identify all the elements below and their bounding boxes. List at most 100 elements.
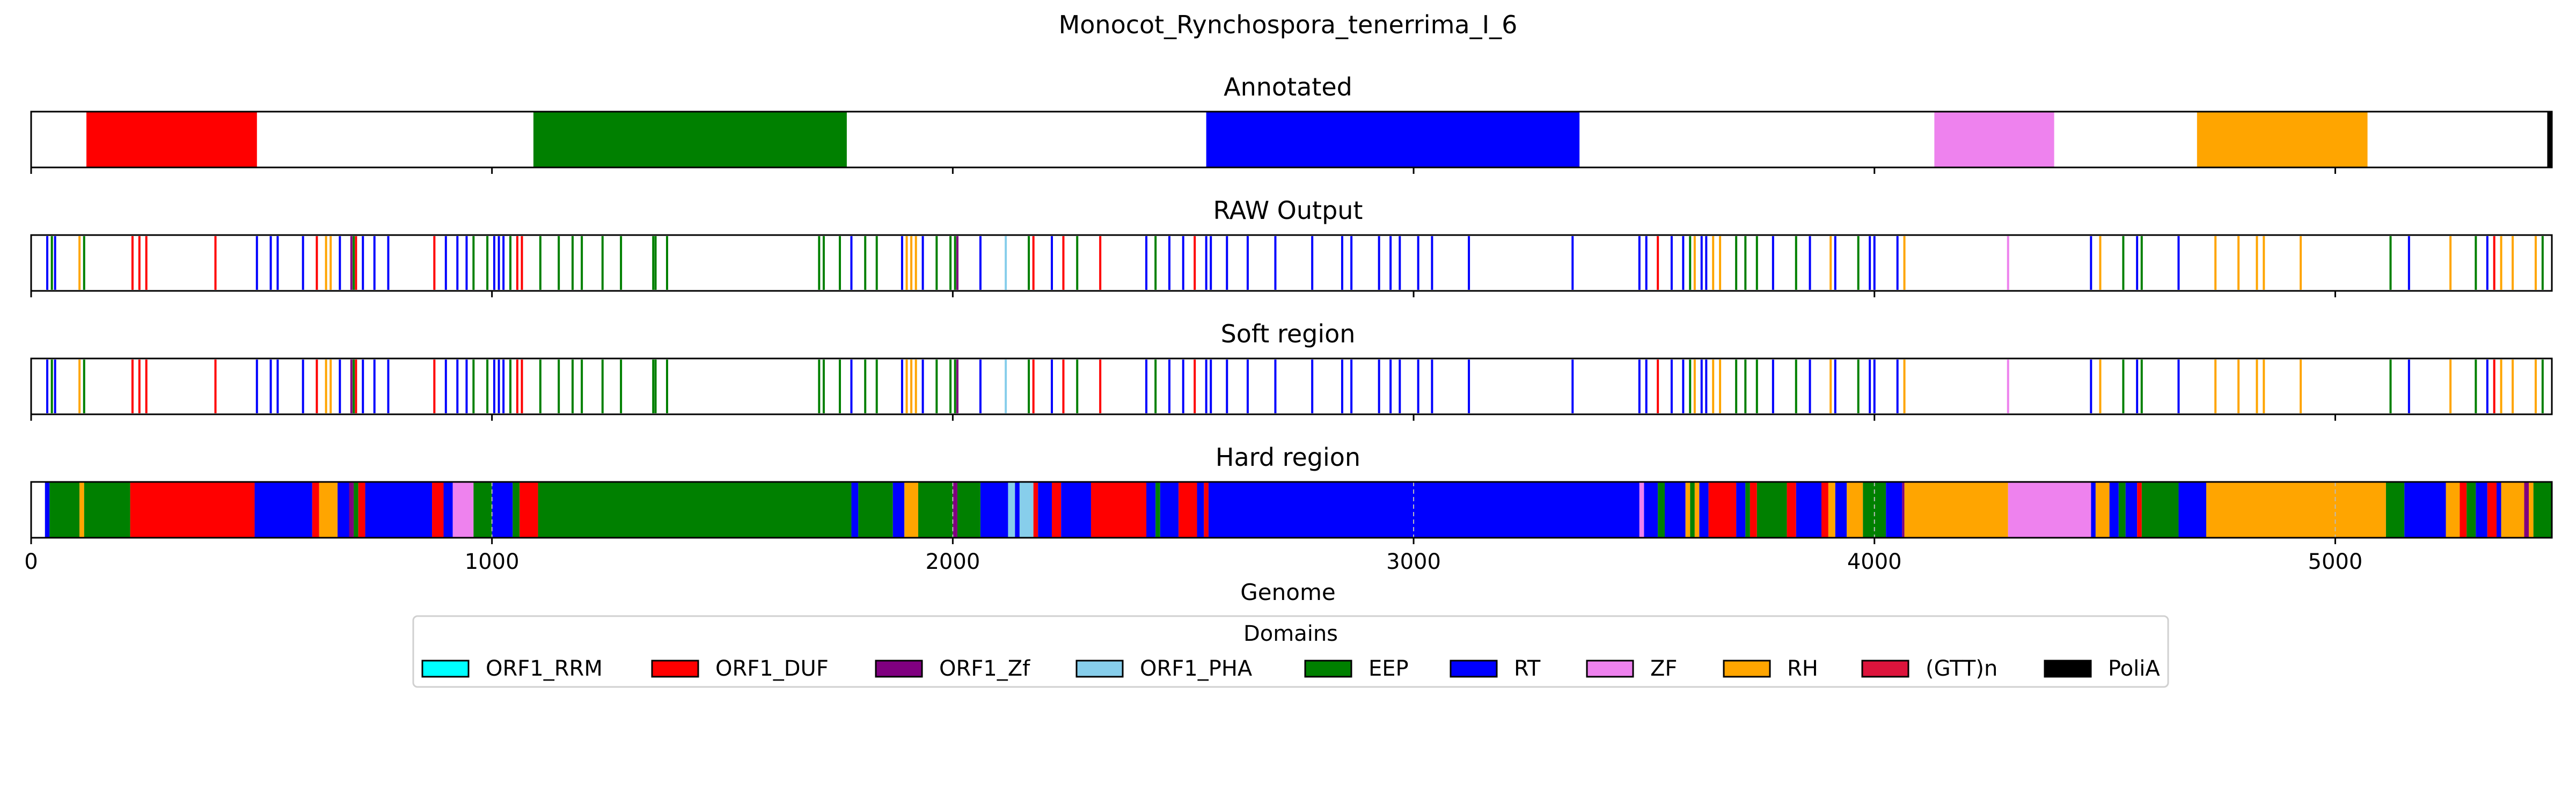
segment-EEP xyxy=(513,482,520,538)
legend-label: (GTT)n xyxy=(1926,656,1997,681)
legend-swatch xyxy=(1586,660,1634,678)
segment-ORF1_Zf xyxy=(953,482,957,538)
segment-ORF1_DUF xyxy=(1821,482,1828,538)
legend-label: ORF1_DUF xyxy=(715,656,829,681)
segment-EEP xyxy=(1690,482,1695,538)
segment-ORF1_DUF xyxy=(1787,482,1796,538)
legend-item-ORF1_Zf: ORF1_Zf xyxy=(875,656,1030,681)
segment-ZF xyxy=(2008,482,2091,538)
segment-RT xyxy=(492,482,513,538)
x-axis: 0 1000 2000 3000 4000 5000 xyxy=(24,550,2362,574)
segment-RT xyxy=(1061,482,1091,538)
legend-item-RT: RT xyxy=(1450,656,1541,681)
segment-RT xyxy=(1038,482,1052,538)
segment-RT xyxy=(1835,482,1847,538)
segment-ORF1_DUF xyxy=(2137,482,2142,538)
panel-title: Soft region xyxy=(1221,319,1356,348)
legend-label: RH xyxy=(1787,656,1818,681)
segment-EEP xyxy=(2385,482,2405,538)
legend-item-PoliA: PoliA xyxy=(2044,656,2160,681)
segment-EEP xyxy=(1745,482,1750,538)
legend: Domains ORF1_RRM ORF1_DUF ORF1_Zf ORF1_PHA EE… xyxy=(412,615,2169,688)
segment-EEP xyxy=(2118,482,2126,538)
segment-RT xyxy=(254,482,312,538)
segment-ORF1_DUF xyxy=(130,482,255,538)
legend-label: ORF1_PHA xyxy=(1140,656,1253,681)
segment-EEP xyxy=(957,482,980,538)
legend-swatch xyxy=(1861,660,1909,678)
segment-ORF1_DUF xyxy=(2460,482,2467,538)
segment-RT xyxy=(980,482,1008,538)
segment-EEP xyxy=(2141,482,2179,538)
legend-swatch xyxy=(875,660,923,678)
legend-item-ORF1_DUF: ORF1_DUF xyxy=(651,656,829,681)
x-axis-label: Genome xyxy=(1240,579,1335,605)
segment-RT xyxy=(2125,482,2138,538)
segment-EEP xyxy=(1757,482,1787,538)
segment-ORF1_DUF xyxy=(1708,482,1737,538)
segment-RH xyxy=(2501,482,2524,538)
segment-RT xyxy=(2109,482,2119,538)
segment-RT xyxy=(443,482,453,538)
legend-item-ZF: ZF xyxy=(1586,656,1677,681)
panel-background xyxy=(31,358,2552,414)
segment-ORF1_DUF xyxy=(312,482,319,538)
segment-ORF1_DUF xyxy=(1204,482,1209,538)
segment-RT xyxy=(365,482,433,538)
segment-ZF xyxy=(452,482,474,538)
segment-RH xyxy=(1828,482,1835,538)
segment-RT xyxy=(1886,482,1902,538)
legend-label: ORF1_RRM xyxy=(486,656,603,681)
segment-RT xyxy=(1208,482,1640,538)
segment-EEP xyxy=(84,482,130,538)
legend-item-EEP: EEP xyxy=(1304,656,1409,681)
legend-swatch xyxy=(1723,660,1771,678)
segment-RT xyxy=(1146,482,1156,538)
segment-EEP xyxy=(538,482,852,538)
x-tick-label: 2000 xyxy=(925,550,980,574)
panel-title: RAW Output xyxy=(1213,196,1363,225)
legend-swatch xyxy=(421,660,470,678)
segment-RT xyxy=(338,482,349,538)
segment-ORF1_DUF xyxy=(1051,482,1062,538)
legend-item-(GTT)n: (GTT)n xyxy=(1861,656,1997,681)
segment-ORF1_PHA xyxy=(1008,482,1015,538)
x-tick-label: 4000 xyxy=(1847,550,1902,574)
segment-RH xyxy=(2095,482,2110,538)
segment-RH xyxy=(319,482,338,538)
legend-label: PoliA xyxy=(2108,656,2160,681)
legend-label: ZF xyxy=(1650,656,1677,681)
legend-swatch xyxy=(651,660,699,678)
segment-RT xyxy=(2476,482,2487,538)
panel-frame xyxy=(30,357,2553,415)
panel-3: Hard region xyxy=(30,443,2553,544)
segment-RT xyxy=(1796,482,1821,538)
x-tick-label: 3000 xyxy=(1386,550,1441,574)
legend-item-ORF1_PHA: ORF1_PHA xyxy=(1075,656,1253,681)
legend-label: EEP xyxy=(1368,656,1409,681)
segment-RT xyxy=(892,482,905,538)
legend-swatch xyxy=(2044,660,2092,678)
segment-EEP xyxy=(49,482,80,538)
panel-2: Soft region xyxy=(30,319,2553,421)
panel-title: Hard region xyxy=(1216,443,1360,472)
segment-ORF1_DUF xyxy=(86,112,257,167)
segment-ORF1_DUF xyxy=(1033,482,1038,538)
segment-PoliA xyxy=(2547,112,2552,167)
segment-ORF1_Zf xyxy=(349,482,354,538)
segment-RH xyxy=(2206,482,2386,538)
segment-RT xyxy=(1665,482,1686,538)
panel-1: RAW Output xyxy=(30,196,2553,297)
segment-RT xyxy=(2496,482,2501,538)
segment-RT xyxy=(1197,482,1204,538)
segment-RT xyxy=(1736,482,1746,538)
x-tick-label: 1000 xyxy=(465,550,519,574)
legend-swatch xyxy=(1450,660,1498,678)
segment-ORF1_DUF xyxy=(1750,482,1757,538)
segment-ORF1_Zf xyxy=(1902,482,1905,538)
segment-RT xyxy=(1206,112,1580,167)
segment-ORF1_Zf xyxy=(2524,482,2529,538)
x-tick-label: 0 xyxy=(24,550,38,574)
segment-ORF1_DUF xyxy=(432,482,444,538)
segment-RT xyxy=(1699,482,1709,538)
